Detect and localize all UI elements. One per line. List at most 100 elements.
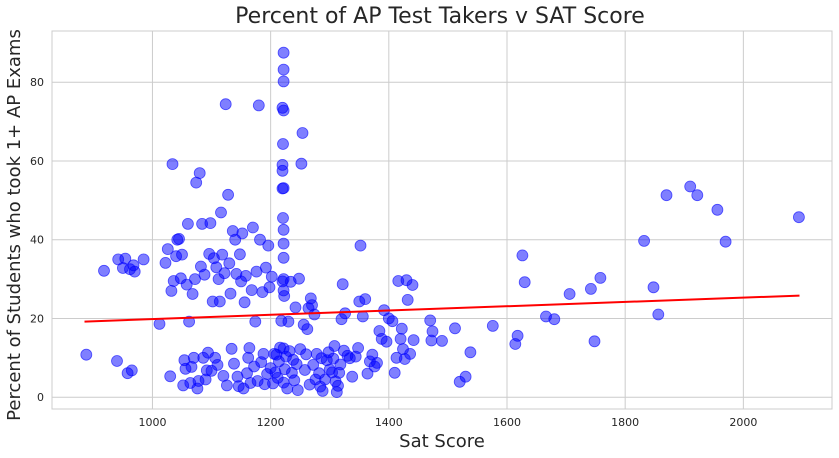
data-point xyxy=(263,281,276,294)
data-point xyxy=(265,270,278,283)
y-tick-label: 0 xyxy=(37,391,44,404)
data-point xyxy=(486,319,499,332)
data-point xyxy=(211,358,224,371)
data-point xyxy=(354,239,367,252)
data-point xyxy=(459,370,472,383)
data-point xyxy=(259,261,272,274)
data-point xyxy=(254,233,266,246)
data-point xyxy=(159,256,172,269)
data-point xyxy=(594,271,607,284)
data-point xyxy=(301,323,314,336)
data-point xyxy=(585,282,597,295)
data-point xyxy=(516,249,529,262)
data-point xyxy=(395,322,408,335)
data-point xyxy=(153,317,166,330)
data-point xyxy=(282,315,295,328)
data-point xyxy=(288,374,301,387)
data-point xyxy=(236,227,249,240)
data-point xyxy=(424,314,437,327)
data-point xyxy=(647,281,660,294)
y-tick-label: 60 xyxy=(30,155,44,168)
data-point xyxy=(548,313,561,326)
data-point xyxy=(164,370,177,383)
data-point xyxy=(352,342,365,354)
x-tick-label: 1200 xyxy=(257,416,285,429)
data-point xyxy=(293,272,305,285)
data-point xyxy=(98,264,110,277)
data-point xyxy=(165,284,178,297)
data-point xyxy=(277,251,290,264)
data-point xyxy=(371,356,383,369)
data-point xyxy=(239,269,252,282)
data-point xyxy=(277,46,290,59)
data-point xyxy=(289,301,302,314)
data-point xyxy=(339,307,352,320)
data-point xyxy=(356,310,369,323)
data-point xyxy=(277,237,290,250)
data-point xyxy=(563,288,576,300)
data-point xyxy=(137,253,150,266)
data-point xyxy=(215,206,227,219)
x-tick-label: 1000 xyxy=(138,416,166,429)
data-point xyxy=(176,248,188,261)
data-point xyxy=(111,355,123,367)
y-tick-label: 20 xyxy=(30,312,44,325)
data-point xyxy=(193,167,206,180)
data-point xyxy=(173,232,185,245)
data-point xyxy=(588,335,601,348)
data-point xyxy=(638,234,650,247)
data-point xyxy=(394,332,407,345)
data-point xyxy=(216,248,229,261)
data-point xyxy=(204,217,217,230)
data-point xyxy=(691,189,704,202)
data-point xyxy=(291,384,304,397)
data-point xyxy=(359,293,372,306)
data-point xyxy=(257,347,270,360)
data-point xyxy=(252,99,265,112)
data-point xyxy=(245,284,258,297)
tick-label-layer: 1000 1200 1400 1600 1800 2000 0 20 40 60 80 xyxy=(30,76,757,429)
data-point xyxy=(198,268,211,281)
data-point xyxy=(189,273,201,286)
data-point xyxy=(249,315,262,328)
data-point xyxy=(511,329,524,342)
data-point xyxy=(401,293,414,306)
data-point xyxy=(219,98,232,111)
data-point xyxy=(222,188,235,201)
data-point xyxy=(436,334,448,347)
data-point xyxy=(277,63,290,76)
data-point xyxy=(277,75,290,88)
data-point xyxy=(684,180,697,193)
trend-line xyxy=(84,294,800,323)
data-point xyxy=(334,358,347,371)
data-point xyxy=(210,261,223,274)
data-point xyxy=(180,278,193,291)
y-axis-title: Percent of Students who took 1+ AP Exams xyxy=(4,29,25,421)
data-point xyxy=(238,296,251,309)
data-point xyxy=(719,235,732,248)
data-point xyxy=(276,158,289,171)
plot-frame xyxy=(51,30,833,410)
data-point xyxy=(277,223,290,236)
x-tick-label: 1600 xyxy=(493,416,521,429)
data-point xyxy=(277,104,290,117)
data-point xyxy=(388,366,401,379)
data-point xyxy=(464,346,477,359)
data-point xyxy=(336,278,349,291)
data-point xyxy=(125,364,138,377)
trend-layer xyxy=(84,294,800,323)
data-point xyxy=(380,335,393,348)
data-point xyxy=(213,295,226,308)
data-point xyxy=(328,340,341,352)
data-point xyxy=(290,358,303,371)
data-point xyxy=(246,221,259,234)
data-point xyxy=(262,239,275,252)
data-point xyxy=(278,290,291,302)
data-point xyxy=(225,342,238,355)
data-point xyxy=(406,279,419,291)
data-point xyxy=(295,157,308,170)
data-point xyxy=(220,379,233,392)
data-point xyxy=(316,384,329,397)
